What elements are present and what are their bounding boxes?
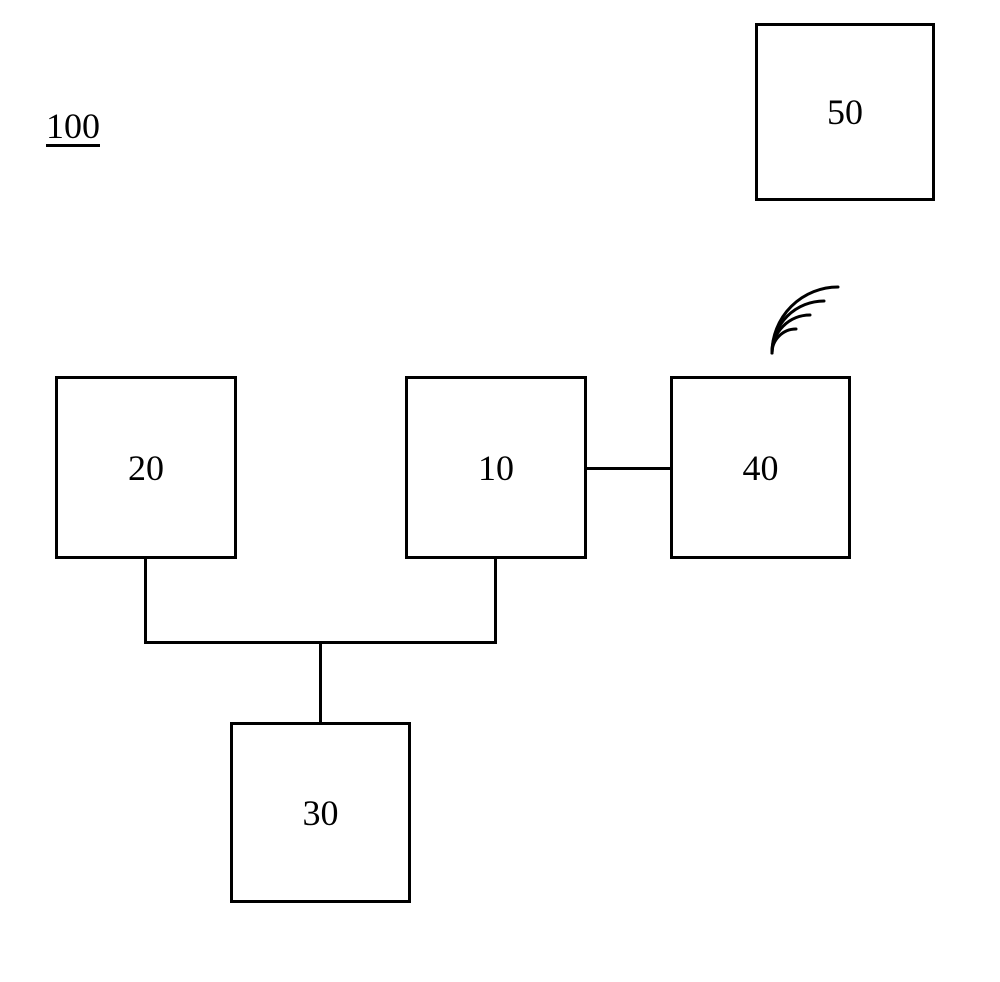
block-diagram: 100 50 20 10 40 30: [0, 0, 1000, 982]
edge-10-40: [587, 467, 670, 470]
edge-20-down: [144, 559, 147, 644]
node-10-label: 10: [478, 447, 514, 489]
node-30-label: 30: [303, 792, 339, 834]
figure-label: 100: [46, 105, 100, 147]
node-40-label: 40: [743, 447, 779, 489]
node-40: 40: [670, 376, 851, 559]
node-30: 30: [230, 722, 411, 903]
wireless-icon: [770, 285, 855, 355]
node-20: 20: [55, 376, 237, 559]
node-20-label: 20: [128, 447, 164, 489]
edge-10-down: [494, 559, 497, 644]
node-50-label: 50: [827, 91, 863, 133]
edge-down-to-30: [319, 644, 322, 722]
node-50: 50: [755, 23, 935, 201]
node-10: 10: [405, 376, 587, 559]
